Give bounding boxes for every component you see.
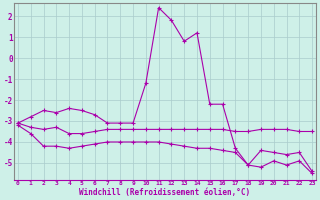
X-axis label: Windchill (Refroidissement éolien,°C): Windchill (Refroidissement éolien,°C) (79, 188, 251, 197)
